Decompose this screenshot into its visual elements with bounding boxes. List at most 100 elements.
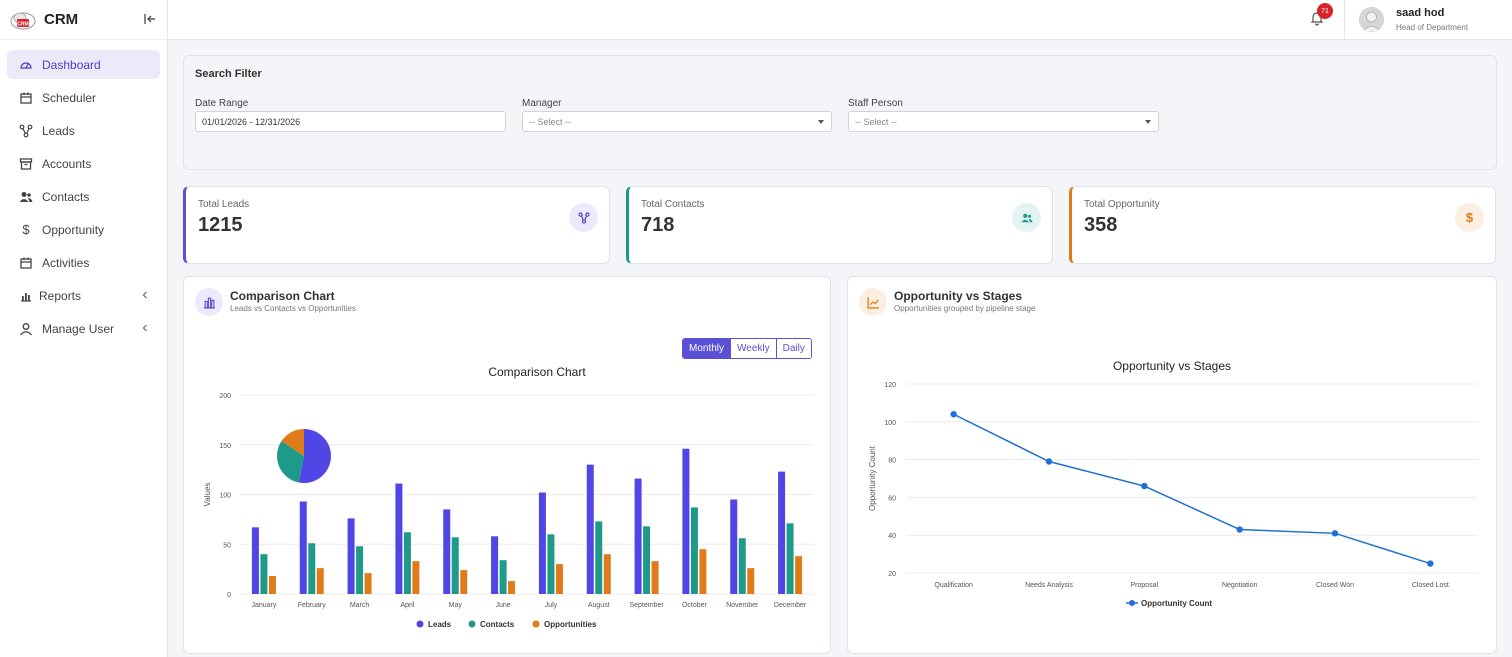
bar-leads (634, 478, 642, 594)
legend-label: Opportunity Count (1141, 599, 1212, 608)
sidebar-item-opportunity[interactable]: $ Opportunity (7, 215, 160, 244)
chevron-left-icon (142, 324, 147, 332)
manager-label: Manager (522, 98, 562, 109)
tab-monthly[interactable]: Monthly (683, 339, 731, 358)
x-tick-label: January (251, 602, 276, 609)
crm-logo-icon: CRM (10, 12, 36, 29)
sidebar-item-activities[interactable]: Activities (7, 248, 160, 277)
notification-badge: 71 (1317, 3, 1333, 19)
dollar-icon: $ (22, 222, 30, 237)
legend-label: Contacts (480, 620, 515, 629)
avatar[interactable] (1359, 7, 1384, 32)
x-tick-label: August (588, 602, 610, 609)
period-toggle: Monthly Weekly Daily (682, 338, 812, 359)
x-tick-label: July (545, 602, 558, 609)
opportunity-stages-card: Opportunity vs Stages Opportunities grou… (847, 276, 1497, 654)
user-icon (18, 321, 34, 337)
calendar-icon (18, 90, 34, 106)
y-tick-label: 20 (888, 571, 896, 578)
pie-slice-leads (298, 429, 331, 483)
x-tick-label: Qualification (934, 582, 973, 589)
total-opportunity-card: Total Opportunity 358 $ (1069, 186, 1496, 264)
bar-chart-icon (18, 288, 34, 304)
top-bar: 71 saad hod Head of Department (168, 0, 1512, 40)
y-tick-label: 150 (219, 443, 231, 450)
y-tick-label: 40 (888, 533, 896, 540)
x-tick-label: March (350, 602, 370, 609)
staff-person-select[interactable]: -- Select -- (848, 111, 1159, 132)
chart-title: Opportunity vs Stages (1113, 359, 1231, 373)
leads-icon (18, 123, 34, 139)
data-point (950, 411, 957, 418)
data-point (1331, 530, 1339, 537)
caret-down-icon (1145, 120, 1151, 124)
sidebar-item-dashboard[interactable]: Dashboard (7, 50, 160, 79)
legend-marker (468, 620, 476, 628)
bar-contacts (690, 507, 698, 594)
sidebar-item-leads[interactable]: Leads (7, 116, 160, 145)
sidebar-item-manage-user[interactable]: Manage User (7, 314, 160, 343)
stat-label: Total Opportunity (1084, 199, 1160, 210)
y-tick-label: 50 (223, 542, 231, 549)
opportunity-stages-subtitle: Opportunities grouped by pipeline stage (894, 304, 1036, 313)
y-tick-label: 80 (888, 458, 896, 465)
bar-leads (586, 464, 594, 594)
sidebar-item-contacts[interactable]: Contacts (7, 182, 160, 211)
bar-leads (778, 471, 786, 594)
tab-daily[interactable]: Daily (775, 339, 811, 358)
y-tick-label: 60 (888, 495, 896, 502)
bar-contacts (595, 521, 603, 594)
legend-marker (1129, 600, 1135, 606)
chart-title: Comparison Chart (488, 365, 586, 379)
bar-leads (299, 501, 307, 594)
bar-leads (251, 527, 259, 594)
pie-slice-opportunities (281, 429, 304, 456)
bar-leads (443, 509, 451, 594)
sidebar-nav: Dashboard Scheduler Leads Accounts Conta… (0, 40, 167, 343)
contacts-icon (1012, 203, 1041, 232)
search-filter-title: Search Filter (195, 68, 262, 80)
date-range-label: Date Range (195, 98, 249, 109)
pie-slice-contacts (276, 441, 304, 483)
svg-text:CRM: CRM (17, 21, 28, 27)
user-name[interactable]: saad hod (1396, 7, 1445, 19)
x-tick-label: September (629, 602, 664, 609)
app-name: CRM (44, 11, 79, 28)
stat-value: 358 (1084, 214, 1118, 236)
total-leads-card: Total Leads 1215 (183, 186, 610, 264)
tab-weekly[interactable]: Weekly (730, 339, 776, 358)
sidebar-item-accounts[interactable]: Accounts (7, 149, 160, 178)
collapse-sidebar-icon[interactable] (142, 11, 158, 27)
y-tick-label: 100 (219, 493, 231, 500)
sidebar-item-reports[interactable]: Reports (7, 281, 160, 310)
comparison-chart-title: Comparison Chart (230, 289, 335, 303)
x-tick-label: Negotiation (1222, 582, 1258, 589)
bar-opportunities (699, 549, 707, 594)
bar-contacts (738, 538, 746, 594)
bar-contacts (403, 532, 411, 594)
sidebar-item-label: Opportunity (42, 222, 105, 237)
staff-person-select-value: -- Select -- (855, 117, 898, 127)
comparison-chart-card: Comparison Chart Leads vs Contacts vs Op… (183, 276, 831, 654)
manager-select[interactable]: -- Select -- (522, 111, 832, 132)
opportunity-stages-title: Opportunity vs Stages (894, 289, 1023, 303)
bar-contacts (547, 534, 555, 594)
bar-opportunities (603, 554, 611, 594)
legend-marker (416, 620, 424, 628)
manager-select-value: -- Select -- (529, 117, 572, 127)
bar-opportunities (412, 561, 420, 594)
bar-opportunities (364, 573, 372, 594)
x-tick-label: February (298, 602, 327, 609)
x-tick-label: Proposal (1131, 582, 1159, 589)
data-point (1141, 482, 1148, 490)
bar-opportunities (795, 556, 803, 594)
date-range-input[interactable]: 01/01/2026 - 12/31/2026 (195, 111, 506, 132)
sidebar-item-label: Manage User (42, 321, 115, 336)
sidebar-item-scheduler[interactable]: Scheduler (7, 83, 160, 112)
contacts-icon (18, 189, 34, 205)
bar-leads (538, 492, 546, 594)
x-tick-label: Closed Lost (1412, 582, 1449, 589)
bar-opportunities (268, 576, 276, 594)
sidebar-item-label: Accounts (42, 156, 92, 171)
y-tick-label: 120 (884, 382, 896, 389)
